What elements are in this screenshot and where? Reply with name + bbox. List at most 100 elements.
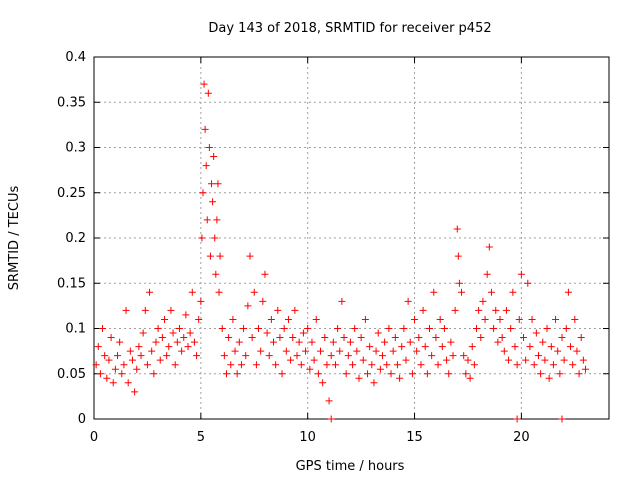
data-point <box>154 325 162 332</box>
data-point <box>214 180 222 188</box>
data-point <box>389 347 397 355</box>
data-point <box>577 334 585 342</box>
data-point <box>261 270 269 278</box>
data-point <box>575 370 583 378</box>
data-point <box>443 356 451 364</box>
data-point <box>152 338 160 346</box>
data-point <box>278 370 286 378</box>
data-point <box>513 415 521 423</box>
data-point <box>579 356 587 364</box>
data-point <box>295 338 303 346</box>
data-point <box>225 334 233 342</box>
data-point <box>387 370 395 378</box>
y-axis-label: SRMTID / TECUs <box>7 186 22 291</box>
data-point <box>314 370 322 378</box>
data-point <box>502 306 510 314</box>
data-point <box>227 361 235 369</box>
data-point <box>466 374 474 382</box>
data-point <box>344 352 352 360</box>
data-point <box>109 379 117 387</box>
data-point <box>161 315 169 323</box>
data-point <box>171 361 179 369</box>
data-point <box>107 334 115 342</box>
data-point <box>105 356 113 364</box>
data-point <box>470 361 478 369</box>
data-point <box>530 361 538 369</box>
data-point <box>141 306 149 314</box>
data-point <box>342 370 350 378</box>
data-point <box>436 315 444 323</box>
data-point <box>205 144 213 151</box>
data-point <box>539 338 547 346</box>
data-point <box>274 306 282 314</box>
data-point <box>571 315 579 323</box>
data-point <box>257 347 265 355</box>
data-point <box>310 356 318 364</box>
data-point <box>464 356 472 364</box>
data-point <box>184 343 192 351</box>
data-point <box>487 288 495 296</box>
data-point <box>545 374 553 382</box>
data-point <box>237 361 245 369</box>
data-point <box>423 370 431 378</box>
data-point <box>216 252 224 260</box>
y-tick-label: 0.4 <box>65 50 86 65</box>
y-tick-label: 0.25 <box>57 186 86 201</box>
data-point <box>148 347 156 355</box>
data-point <box>440 325 448 332</box>
data-point <box>528 315 536 323</box>
data-point <box>430 288 438 296</box>
data-point <box>284 315 292 323</box>
data-point <box>346 338 354 346</box>
data-point <box>534 352 542 360</box>
data-point <box>374 329 382 337</box>
data-point <box>158 334 166 342</box>
data-point <box>425 325 433 332</box>
data-point <box>560 356 568 364</box>
data-point <box>370 379 378 387</box>
data-point <box>210 153 218 161</box>
data-point <box>208 180 216 188</box>
data-point <box>188 288 196 296</box>
data-point <box>94 343 102 351</box>
data-point <box>306 365 314 373</box>
y-tick-label: 0.3 <box>65 141 86 156</box>
data-point <box>351 325 359 332</box>
data-point <box>235 338 243 346</box>
data-point <box>458 288 466 296</box>
data-point <box>428 352 436 360</box>
data-point <box>492 306 500 314</box>
data-point <box>293 352 301 360</box>
data-point <box>265 352 273 360</box>
data-point <box>190 338 198 346</box>
data-point <box>212 270 220 278</box>
data-point <box>124 379 132 387</box>
data-point <box>291 306 299 314</box>
data-point <box>287 356 295 364</box>
data-point <box>552 315 560 323</box>
data-point <box>391 334 399 342</box>
data-point <box>99 325 107 332</box>
data-points <box>92 80 589 423</box>
data-point <box>280 325 288 332</box>
data-point <box>364 370 372 378</box>
data-point <box>135 343 143 351</box>
data-point <box>122 306 130 314</box>
data-point <box>454 252 462 260</box>
data-point <box>393 361 401 369</box>
data-point <box>355 374 363 382</box>
data-point <box>308 338 316 346</box>
data-point <box>432 334 440 342</box>
data-point <box>541 356 549 364</box>
data-point <box>517 270 525 278</box>
data-point <box>319 379 327 387</box>
data-point <box>244 302 252 310</box>
data-point <box>455 279 463 287</box>
data-point <box>240 325 248 332</box>
data-point <box>200 80 208 88</box>
data-point <box>209 198 217 206</box>
data-point <box>406 338 414 346</box>
data-point <box>267 315 275 323</box>
data-point <box>543 325 551 332</box>
data-point <box>220 352 228 360</box>
